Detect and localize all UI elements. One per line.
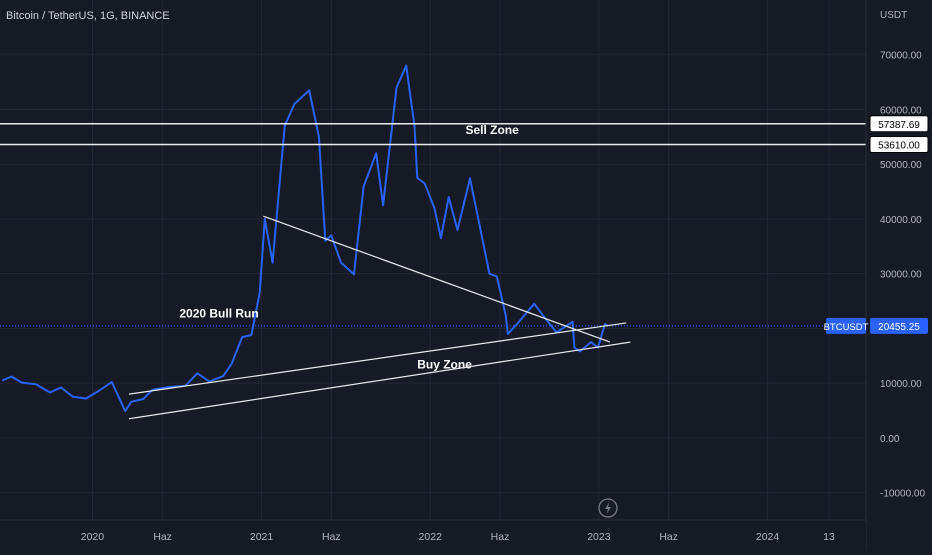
x-tick-label: 2024 xyxy=(756,531,780,543)
annotation-label[interactable]: Sell Zone xyxy=(465,123,519,137)
y-tick-label: 40000.00 xyxy=(880,215,922,226)
y-tick-label: 10000.00 xyxy=(880,379,922,390)
price-axis[interactable] xyxy=(866,0,932,550)
annotation-label[interactable]: 2020 Bull Run xyxy=(179,306,258,320)
x-tick-label: 2022 xyxy=(419,531,443,543)
symbol-tag-label: BTCUSDT xyxy=(824,322,869,333)
symbol-tag[interactable] xyxy=(826,317,866,334)
x-tick-label: 2020 xyxy=(81,531,105,543)
price-series-line[interactable] xyxy=(1,64,609,413)
x-tick-label: 2021 xyxy=(250,531,274,543)
lightning-bolt-icon[interactable] xyxy=(598,498,618,518)
last-price-label: 20455.25 xyxy=(878,322,920,333)
y-tick-label: 60000.00 xyxy=(880,105,922,116)
level-price-tag[interactable] xyxy=(869,115,929,133)
y-tick-label: 70000.00 xyxy=(880,51,922,62)
trendline[interactable] xyxy=(128,322,627,395)
y-tick-label: 50000.00 xyxy=(880,160,922,171)
trendline[interactable] xyxy=(263,215,611,343)
level-price-tag[interactable] xyxy=(869,135,929,153)
level-price-label: 53610.00 xyxy=(878,140,920,151)
y-tick-label: 0.00 xyxy=(880,434,900,445)
y-tick-label: 30000.00 xyxy=(880,270,922,281)
annotation-label[interactable]: Buy Zone xyxy=(417,357,472,371)
time-axis[interactable] xyxy=(0,520,866,550)
lightning-bolt-glyph xyxy=(605,502,611,514)
x-tick-label: 2023 xyxy=(587,531,611,543)
currency-label: USDT xyxy=(880,10,907,21)
y-tick-label: -10000.00 xyxy=(880,489,925,500)
x-tick-label: Haz xyxy=(659,531,678,543)
trendline[interactable] xyxy=(128,341,631,420)
x-tick-label: 13 xyxy=(823,531,835,543)
x-tick-label: Haz xyxy=(491,531,510,543)
x-tick-label: Haz xyxy=(322,531,341,543)
x-tick-label: Haz xyxy=(153,531,172,543)
last-price-tag[interactable] xyxy=(870,317,928,334)
symbol-title[interactable]: Bitcoin / TetherUS, 1G, BINANCE xyxy=(6,10,170,22)
level-price-label: 57387.69 xyxy=(878,120,920,131)
